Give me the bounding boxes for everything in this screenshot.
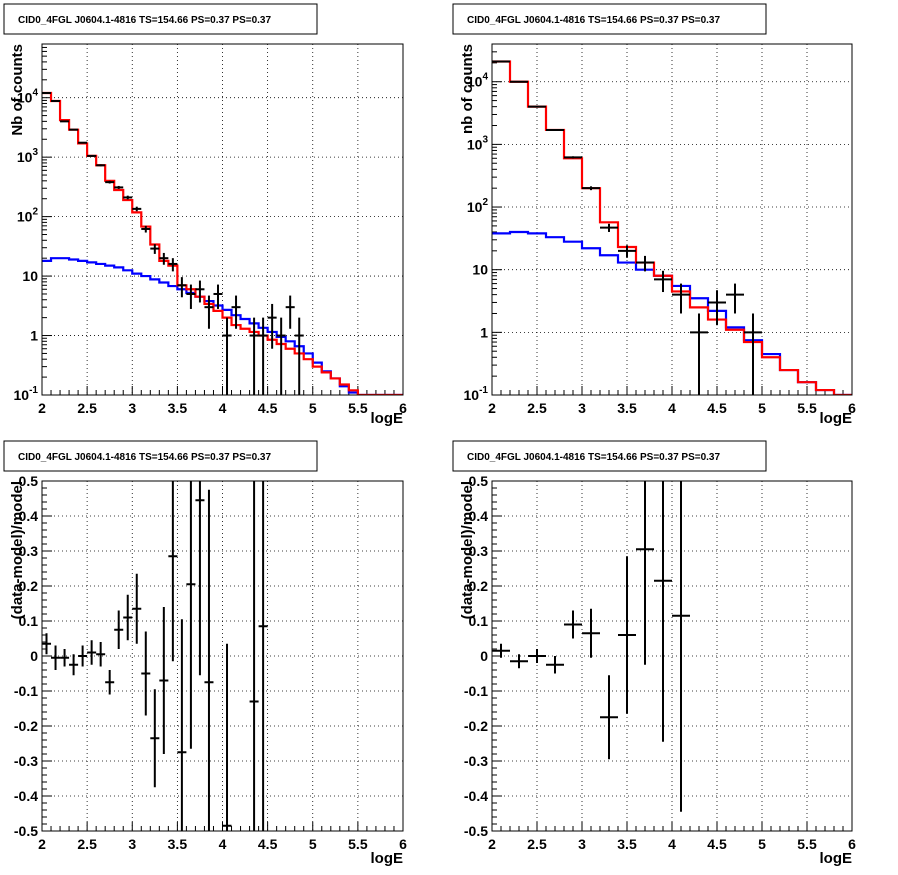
x-tick-label: 3.5 xyxy=(617,836,637,852)
x-tick-label: 4.5 xyxy=(707,400,727,416)
y-tick-label: -0.3 xyxy=(464,753,488,769)
x-tick-label: 4 xyxy=(668,836,676,852)
y-tick-label: 0.1 xyxy=(469,613,489,629)
y-tick-label: 10-1 xyxy=(14,385,39,403)
panel-residuals-right: 2 2.5 3 3.5 4 4.5 5 5.5 6 -0.5 -0.4 -0.3 -0.2 -0.1 0 0.… xyxy=(452,440,856,867)
y-axis-title: (data-model)/model xyxy=(459,481,476,619)
x-tick-label: 2.5 xyxy=(527,400,547,416)
y-tick-label: -0.1 xyxy=(14,683,38,699)
x-tick-label: 3.5 xyxy=(617,400,637,416)
y-tick-label: -0.4 xyxy=(464,788,488,804)
y-tick-label: 0.4 xyxy=(19,508,39,524)
x-tick-label: 5 xyxy=(758,836,766,852)
y-tick-label: 0.3 xyxy=(19,543,39,559)
y-tick-label: 102 xyxy=(467,197,489,215)
y-tick-label: -0.2 xyxy=(14,718,38,734)
y-tick-label: 10 xyxy=(22,268,38,284)
x-tick-label: 5 xyxy=(309,836,317,852)
plot-frame xyxy=(41,480,404,832)
x-tick-label: 3.5 xyxy=(168,836,188,852)
y-tick-label: 0.4 xyxy=(469,508,489,524)
grid xyxy=(491,480,853,832)
x-tick-label: 3.5 xyxy=(168,400,188,416)
y-axis-title: (data-model)/model xyxy=(9,481,26,619)
x-tick-label: 6 xyxy=(399,400,407,416)
x-tick-label: 5.5 xyxy=(797,400,817,416)
plot-frame xyxy=(41,43,404,396)
y-tick-label: 0 xyxy=(30,648,38,664)
y-tick-label: 0.2 xyxy=(19,578,39,594)
panel-title: CID0_4FGL J0604.1-4816 TS=154.66 PS=0.37… xyxy=(467,452,720,463)
panel-title: CID0_4FGL J0604.1-4816 TS=154.66 PS=0.37… xyxy=(18,452,271,463)
x-tick-label: 4 xyxy=(219,400,227,416)
x-tick-label: 2 xyxy=(38,400,46,416)
x-tick-label: 5.5 xyxy=(797,836,817,852)
x-tick-label: 2.5 xyxy=(527,836,547,852)
x-tick-label: 2.5 xyxy=(77,400,97,416)
x-tick-label: 4.5 xyxy=(258,400,278,416)
panel-counts-left: 2 2.5 3 3.5 4 4.5 5 5.5 610-1110102103104logENb … xyxy=(3,3,407,427)
y-tick-label: 102 xyxy=(17,207,39,225)
y-tick-label: 103 xyxy=(17,147,39,165)
y-tick-label: 1 xyxy=(480,324,488,340)
x-tick-label: 4 xyxy=(668,400,676,416)
title-box xyxy=(452,3,767,35)
x-tick-label: 4 xyxy=(219,836,227,852)
data-layer xyxy=(492,60,852,395)
x-tick-label: 5.5 xyxy=(348,400,368,416)
y-tick-label: -0.1 xyxy=(464,683,488,699)
panel-residuals-left: 2 2.5 3 3.5 4 4.5 5 5.5 6 -0.5 -0.4 -0.3 -0.2 -0.1 0 0.… xyxy=(3,440,407,867)
x-axis-title: logE xyxy=(371,850,404,867)
title-box xyxy=(3,440,318,472)
y-tick-label: 10 xyxy=(472,262,488,278)
y-tick-label: 10-1 xyxy=(464,385,489,403)
plot-frame xyxy=(491,43,853,396)
y-tick-label: -0.3 xyxy=(14,753,38,769)
y-tick-label: 0.1 xyxy=(19,613,39,629)
y-tick-label: 103 xyxy=(467,134,489,152)
x-tick-label: 3 xyxy=(128,400,136,416)
panel-title: CID0_4FGL J0604.1-4816 TS=154.66 PS=0.37… xyxy=(18,15,271,26)
x-tick-label: 5.5 xyxy=(348,836,368,852)
title-box xyxy=(3,3,318,35)
y-tick-label: -0.5 xyxy=(464,823,488,839)
x-tick-label: 6 xyxy=(399,836,407,852)
panel-counts-right: 2 2.5 3 3.5 4 4.5 5 5.5 610-1110102103104logEnb … xyxy=(452,3,856,427)
x-axis-title: logE xyxy=(371,410,404,427)
y-axis-title: Nb of counts xyxy=(9,44,26,136)
y-tick-label: 0.3 xyxy=(469,543,489,559)
data-layer xyxy=(492,481,690,812)
x-tick-label: 3 xyxy=(578,836,586,852)
y-tick-label: 0.2 xyxy=(469,578,489,594)
y-axis-title: nb of counts xyxy=(459,44,476,134)
title-box xyxy=(452,440,767,472)
x-tick-label: 6 xyxy=(848,400,856,416)
x-tick-label: 4.5 xyxy=(258,836,278,852)
x-tick-label: 2 xyxy=(488,400,496,416)
y-tick-label: 0.5 xyxy=(469,473,489,489)
y-tick-label: -0.5 xyxy=(14,823,38,839)
data-layer xyxy=(42,481,268,831)
panel-title: CID0_4FGL J0604.1-4816 TS=154.66 PS=0.37… xyxy=(467,15,720,26)
x-tick-label: 5 xyxy=(309,400,317,416)
y-tick-label: 1 xyxy=(30,328,38,344)
x-tick-label: 3 xyxy=(128,836,136,852)
y-tick-label: 0 xyxy=(480,648,488,664)
x-axis-title: logE xyxy=(820,410,853,427)
x-axis-title: logE xyxy=(820,850,853,867)
x-tick-label: 2 xyxy=(488,836,496,852)
x-tick-label: 3 xyxy=(578,400,586,416)
x-tick-label: 6 xyxy=(848,836,856,852)
x-tick-label: 5 xyxy=(758,400,766,416)
plot-frame xyxy=(491,480,853,832)
x-tick-label: 4.5 xyxy=(707,836,727,852)
y-tick-label: -0.2 xyxy=(464,718,488,734)
y-tick-label: 0.5 xyxy=(19,473,39,489)
y-tick-label: -0.4 xyxy=(14,788,38,804)
data-layer xyxy=(42,91,403,395)
x-tick-label: 2.5 xyxy=(77,836,97,852)
x-tick-label: 2 xyxy=(38,836,46,852)
